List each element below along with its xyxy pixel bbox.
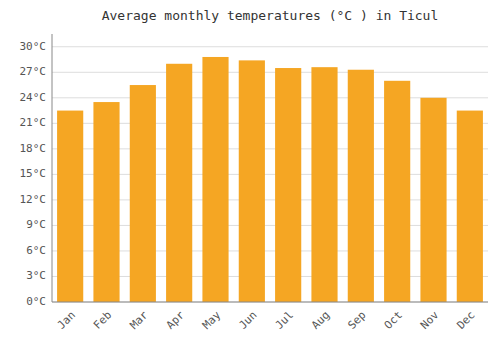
y-tick-label: 30°C	[20, 40, 47, 53]
x-tick-label: Oct	[382, 309, 405, 332]
x-tick-label: Mar	[127, 308, 151, 332]
grid-line	[52, 302, 488, 303]
y-tick-label: 12°C	[20, 193, 47, 206]
y-tick-label: 3°C	[26, 269, 46, 282]
x-tick-label: Feb	[91, 309, 114, 332]
bar	[311, 67, 337, 302]
y-tick-label: 27°C	[20, 65, 47, 78]
bar	[239, 60, 265, 302]
x-tick-label: Jun	[236, 309, 259, 332]
bar	[93, 102, 119, 302]
y-ticks: 0°C 3°C 6°C 9°C 12°C 15°C 18°C 21°C 24°C 27°C 30°C	[20, 40, 47, 308]
chart-svg: 0°C 3°C 6°C 9°C 12°C 15°C 18°C 21°C 24°C 27°C 30°C…	[0, 0, 500, 350]
y-tick-label: 9°C	[26, 218, 46, 231]
x-tick-label: Jan	[55, 309, 78, 332]
y-axis-line	[52, 34, 53, 302]
grid-line	[52, 46, 488, 47]
x-tick-label: Apr	[164, 308, 188, 332]
x-tick-label: Aug	[309, 309, 332, 332]
bar	[57, 111, 83, 302]
y-grid	[52, 47, 488, 302]
bar	[348, 70, 374, 302]
bar	[384, 81, 410, 302]
grid-line	[52, 72, 488, 73]
x-tick-label: Jul	[273, 309, 296, 332]
x-tick-label: Dec	[454, 309, 477, 332]
x-tick-label: Sep	[345, 309, 368, 332]
bar	[130, 85, 156, 302]
y-tick-label: 6°C	[26, 244, 46, 257]
bar	[420, 98, 446, 302]
x-tick-label: Nov	[418, 308, 442, 332]
bars	[57, 57, 483, 302]
chart-title: Average monthly temperatures (°C ) in Ti…	[102, 8, 439, 23]
y-tick-label: 0°C	[26, 295, 46, 308]
y-tick-label: 15°C	[20, 167, 47, 180]
y-tick-label: 18°C	[20, 142, 47, 155]
chart-container: 0°C 3°C 6°C 9°C 12°C 15°C 18°C 21°C 24°C 27°C 30°C…	[0, 0, 500, 350]
x-ticks: Jan Feb Mar Apr May Jun Jul Aug Sep Oct Nov Dec	[55, 308, 478, 332]
y-tick-label: 21°C	[20, 116, 47, 129]
x-axis-line	[52, 302, 488, 303]
bar	[457, 111, 483, 302]
bar	[202, 57, 228, 302]
y-tick-label: 24°C	[20, 91, 47, 104]
x-tick-label: May	[200, 308, 224, 332]
bar	[275, 68, 301, 302]
bar	[166, 64, 192, 302]
